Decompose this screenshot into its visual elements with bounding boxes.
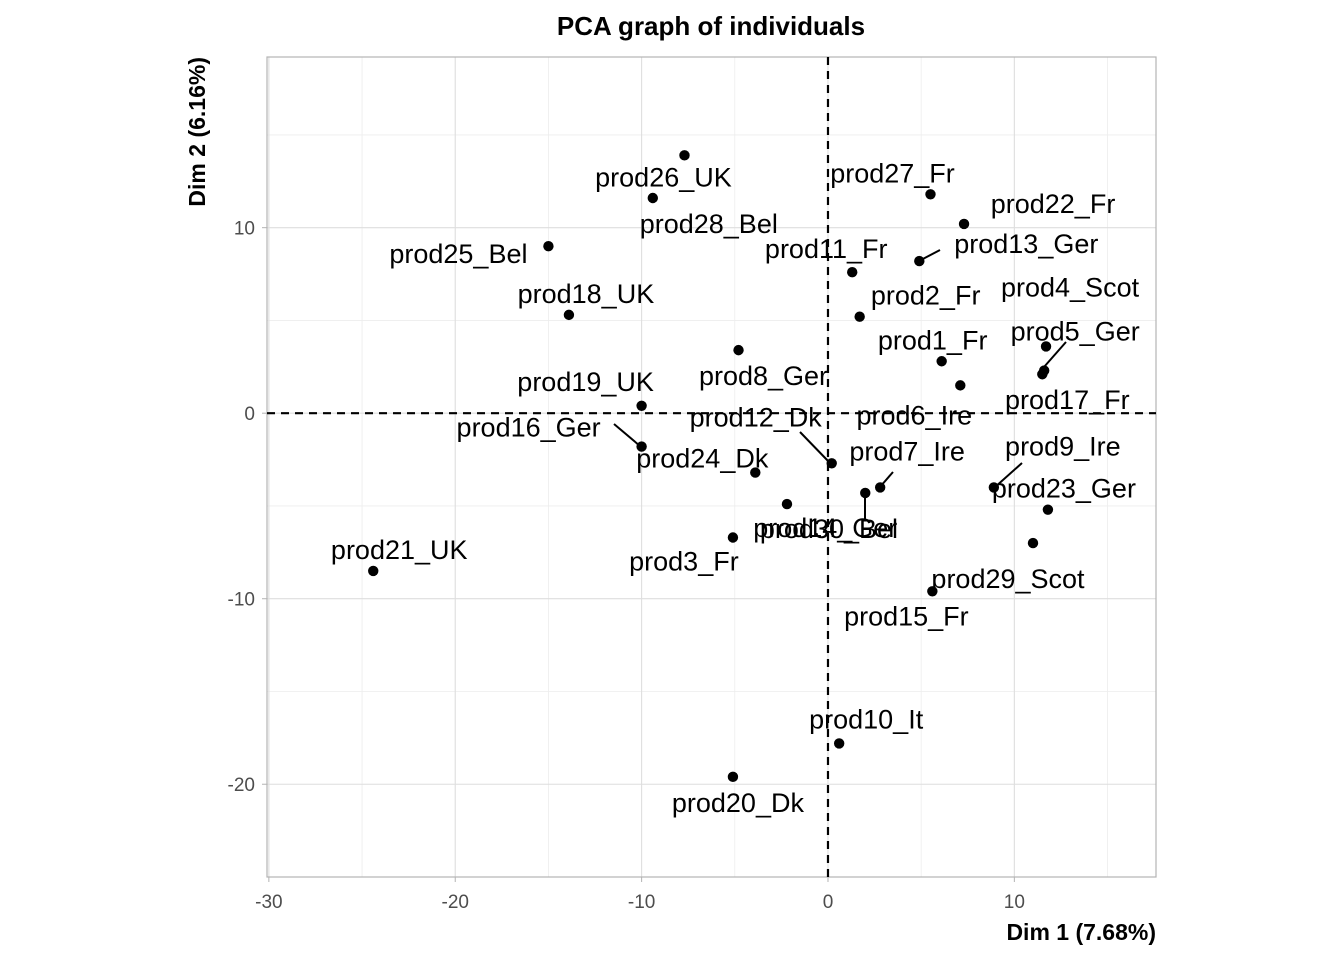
y-axis-title: Dim 2 (6.16%) <box>184 57 210 207</box>
data-point <box>1042 504 1054 515</box>
data-point <box>543 241 554 252</box>
data-point <box>727 771 739 783</box>
data-point <box>988 482 1000 493</box>
data-point <box>955 380 966 391</box>
y-tick-label: 10 <box>234 219 255 240</box>
data-point <box>679 150 690 161</box>
data-point <box>1027 537 1039 549</box>
point-label: prod8_Ger <box>699 361 828 391</box>
point-label: prod4_Scot <box>1001 272 1140 302</box>
data-point <box>958 218 970 230</box>
point-label: prod11_Fr <box>765 234 888 264</box>
x-axis-title: Dim 1 (7.68%) <box>1006 919 1156 945</box>
data-point <box>733 344 744 356</box>
label-leader-line <box>613 423 641 447</box>
reference-lines <box>267 57 1156 877</box>
label-leader-line <box>993 462 1023 489</box>
data-point <box>847 267 858 278</box>
point-labels: prod1_Fr prod2_Fr prod3_Fr prod4_Scot prod5_… <box>331 158 1140 818</box>
data-point <box>1037 369 1048 380</box>
data-point <box>636 400 647 411</box>
x-tick-label: -10 <box>628 892 655 913</box>
point-label: prod9_Ire <box>1005 431 1121 461</box>
point-label: prod10_It <box>809 704 924 734</box>
data-point <box>936 356 947 367</box>
data-point <box>647 192 658 204</box>
point-label: prod27_Fr <box>830 158 955 188</box>
point-label: prod22_Fr <box>991 189 1116 219</box>
data-point <box>833 738 845 749</box>
label-leader-line <box>799 431 831 464</box>
point-label: prod28_Bel <box>640 209 778 239</box>
data-point <box>860 487 871 499</box>
y-tick-label: -10 <box>228 590 255 611</box>
data-point <box>826 458 837 469</box>
point-label: prod16_Ger <box>457 413 601 443</box>
data-point <box>636 441 647 452</box>
x-tick-label: -30 <box>255 892 282 913</box>
point-label: prod13_Ger <box>954 229 1098 259</box>
data-point <box>914 255 925 267</box>
data-point <box>368 565 379 577</box>
label-leader-line <box>1043 341 1067 368</box>
data-point <box>925 189 936 200</box>
data-point <box>750 467 761 478</box>
data-point <box>927 586 938 597</box>
point-label: prod1_Fr <box>878 325 988 355</box>
point-label: prod2_Fr <box>871 281 981 311</box>
label-leader-lines <box>613 249 1067 520</box>
point-label: prod5_Ger <box>1011 317 1140 347</box>
point-label: prod30_Bel <box>760 514 898 544</box>
data-point <box>854 311 865 322</box>
x-tick-label: 0 <box>823 892 834 913</box>
point-label: prod29_Scot <box>931 564 1085 594</box>
point-label: prod25_Bel <box>389 239 527 269</box>
point-label: prod7_Ire <box>849 436 965 466</box>
point-label: prod24_Dk <box>636 444 769 474</box>
data-point <box>1040 341 1052 352</box>
point-label: prod14_Ger <box>753 513 897 543</box>
plot-border <box>266 56 1157 878</box>
point-label: prod23_Ger <box>992 474 1136 504</box>
point-label: prod12_Dk <box>690 402 823 432</box>
point-label: prod3_Fr <box>629 546 739 576</box>
data-point <box>727 532 739 543</box>
chart-title: PCA graph of individuals <box>557 11 865 41</box>
point-label: prod19_UK <box>517 367 654 397</box>
point-label: prod26_UK <box>595 162 732 192</box>
y-tick-label: 0 <box>244 404 255 425</box>
x-tick-label: -20 <box>442 892 469 913</box>
point-label: prod21_UK <box>331 535 468 565</box>
point-label: prod17_Fr <box>1005 385 1130 415</box>
data-point <box>781 498 793 510</box>
data-point <box>874 482 886 493</box>
y-tick-label: -20 <box>228 775 255 796</box>
point-label: prod20_Dk <box>672 788 805 818</box>
point-label: prod15_Fr <box>844 601 969 631</box>
x-tick-label: 10 <box>1004 892 1025 913</box>
data-points <box>368 150 1054 783</box>
point-label: prod18_UK <box>518 279 655 309</box>
data-point <box>563 309 575 321</box>
axis-ticks: -30 -20 -10 0 10 -20 -10 0 10 <box>228 219 1025 913</box>
point-label: prod6_Ire <box>857 400 973 430</box>
